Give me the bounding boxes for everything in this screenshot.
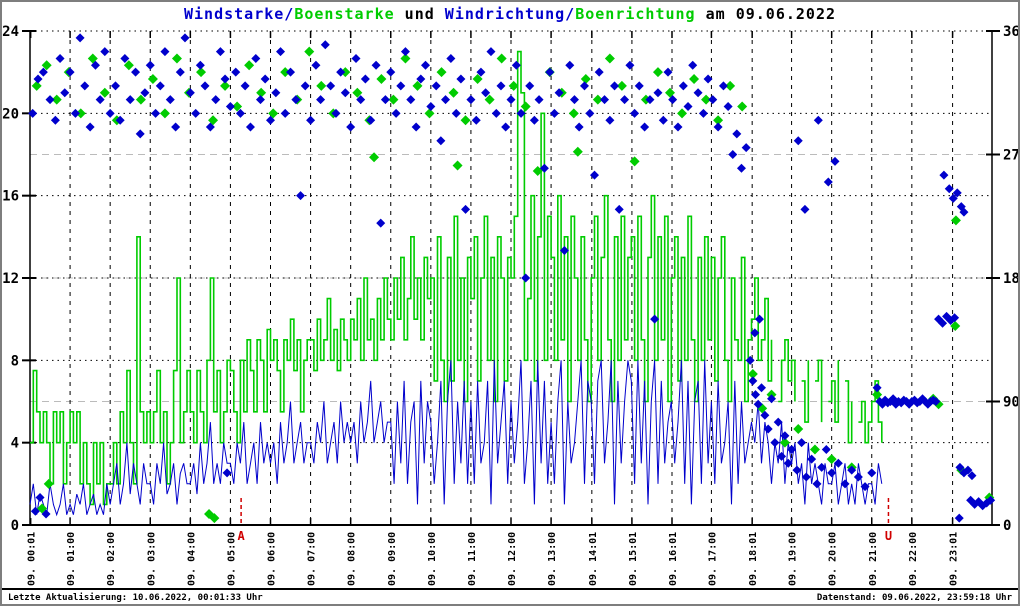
svg-text:180: 180: [1003, 271, 1020, 287]
svg-text:0: 0: [11, 518, 19, 534]
series-windrichtung-points: [28, 33, 996, 523]
chart-title: Windstarke/Boenstarke und Windrichtung/B…: [2, 5, 1018, 23]
svg-text:09. 08:00: 09. 08:00: [347, 532, 358, 586]
svg-text:09. 13:00: 09. 13:00: [547, 532, 558, 586]
series-windstarke-line: [29, 360, 883, 517]
right-axis-labels: 0 90 180 270 360: [1003, 24, 1020, 534]
svg-text:09. 23:01: 09. 23:01: [949, 532, 960, 586]
svg-text:09. 12:00: 09. 12:00: [507, 532, 518, 586]
svg-text:09. 10:00: 09. 10:00: [427, 532, 438, 586]
svg-text:09. 11:00: 09. 11:00: [467, 532, 478, 586]
svg-text:0: 0: [1003, 518, 1011, 534]
svg-text:09. 02:00: 09. 02:00: [106, 532, 117, 586]
svg-text:A: A: [237, 529, 245, 543]
svg-text:16: 16: [2, 189, 19, 205]
svg-text:09. 06:00: 09. 06:00: [267, 532, 278, 586]
series-boenrichtung-points: [31, 46, 995, 524]
svg-text:09. 14:01: 09. 14:01: [588, 532, 599, 586]
svg-text:09. 00:01: 09. 00:01: [27, 532, 38, 586]
svg-text:09. 21:00: 09. 21:00: [868, 532, 879, 586]
title-boenstarke: Boenstarke: [294, 5, 395, 23]
data-state-text: Datenstand: 09.06.2022, 23:59:18 Uhr: [816, 593, 1012, 603]
svg-text:12: 12: [2, 271, 19, 287]
svg-text:270: 270: [1003, 148, 1020, 164]
title-boenrichtung: Boenrichtung: [575, 5, 696, 23]
svg-text:8: 8: [11, 353, 19, 369]
title-date: am 09.06.2022: [695, 5, 837, 23]
svg-text:09. 18:01: 09. 18:01: [748, 532, 759, 586]
svg-text:09. 05:00: 09. 05:00: [226, 532, 237, 586]
svg-text:09. 04:00: 09. 04:00: [186, 532, 197, 586]
svg-text:20: 20: [2, 106, 19, 122]
svg-text:09. 07:00: 09. 07:00: [307, 532, 318, 586]
svg-text:09. 03:00: 09. 03:00: [146, 532, 157, 586]
svg-text:09. 17:00: 09. 17:00: [707, 532, 718, 586]
svg-text:09. 22:00: 09. 22:00: [908, 532, 919, 586]
svg-text:90: 90: [1003, 395, 1020, 411]
left-axis-labels: 0 4 8 12 16 20 24: [2, 24, 19, 534]
svg-text:360: 360: [1003, 24, 1020, 40]
series-windstarke-path: [29, 360, 883, 517]
svg-text:4: 4: [11, 436, 19, 452]
x-axis-labels: 09. 00:01 09. 01:00 09. 02:00 09. 03:00 09. …: [27, 532, 960, 586]
title-windstarke: Windstarke/: [183, 5, 295, 23]
last-update-text: Letzte Aktualisierung: 10.06.2022, 00:01…: [8, 593, 263, 603]
footer-divider: [2, 588, 1018, 590]
series-boenstarke-line: [30, 50, 883, 506]
title-und: und: [394, 5, 445, 23]
svg-text:09. 16:01: 09. 16:01: [668, 532, 679, 586]
svg-text:09. 15:01: 09. 15:01: [628, 532, 639, 586]
series-boenstarke-path: [30, 50, 883, 506]
svg-text:09. 01:00: 09. 01:00: [66, 532, 77, 586]
svg-text:24: 24: [2, 24, 19, 40]
axis-ticks: [22, 30, 1000, 526]
svg-text:09. 19:00: 09. 19:00: [788, 532, 799, 586]
svg-text:U: U: [885, 529, 892, 543]
svg-text:09. 09:00: 09. 09:00: [387, 532, 398, 586]
title-windrichtung: Windrichtung/: [444, 5, 576, 23]
svg-text:09. 20:00: 09. 20:00: [828, 532, 839, 586]
